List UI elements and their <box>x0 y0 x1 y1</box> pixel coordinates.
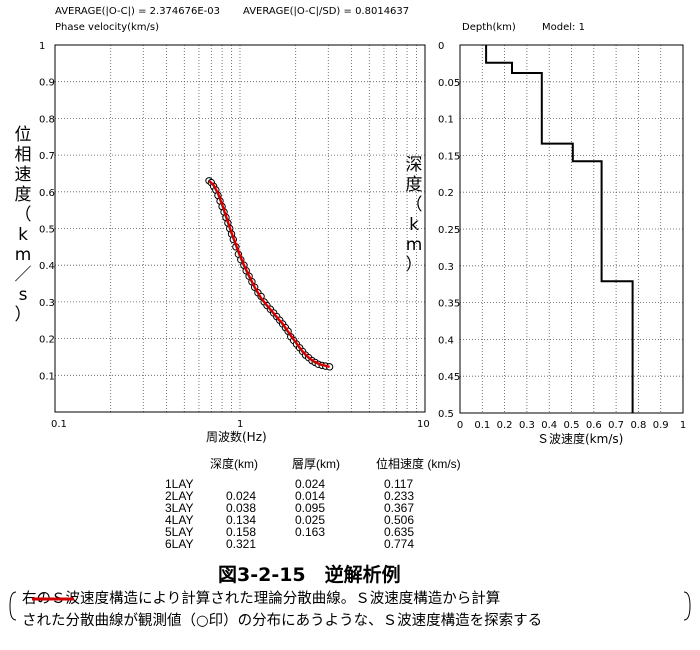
layer-thickness: 0.163 <box>295 525 326 539</box>
left-axis-char: k <box>18 225 28 245</box>
right-axis-char: ） <box>405 255 423 275</box>
caption-right-bracket <box>683 591 691 621</box>
left-x-tick-label: 10 <box>417 419 430 430</box>
layer-name: 3LAY <box>165 501 194 515</box>
caption-line-2: された分散曲線が観測値（○印）の分布にあうような、Ｓ波速度構造を探索する <box>22 613 543 629</box>
right-plot-frame <box>459 44 684 414</box>
left-axis-char: 位 <box>14 125 32 145</box>
right-x-tick-label: 0.4 <box>541 420 557 431</box>
layer-thickness: 0.025 <box>295 513 326 527</box>
left-axis-char: ／ <box>14 265 32 285</box>
right-axis-char: 深 <box>405 155 423 175</box>
model-header: Model: 1 <box>542 22 585 33</box>
vs-profile-line <box>485 45 634 413</box>
right-x-tick-label: 0.3 <box>519 420 535 431</box>
right-y-tick-label: 0.5 <box>438 409 454 420</box>
right-x-tick-label: 0 <box>457 420 463 431</box>
layer-thickness: 0.014 <box>295 489 326 503</box>
depth-header: Depth(km) <box>462 22 516 33</box>
left-axis-char: （ <box>14 205 32 225</box>
left-y-tick-label: 0.3 <box>39 298 55 309</box>
right-x-tick-label: 1 <box>680 420 686 431</box>
layer-thickness: 0.024 <box>295 477 326 491</box>
layer-velocity: 0.506 <box>384 513 415 527</box>
caption-line-1: 右のＳ波速度構造により計算された理論分散曲線。Ｓ波速度構造から計算 <box>22 591 501 607</box>
layer-name: 4LAY <box>165 513 194 527</box>
right-axis-char: m <box>405 235 423 255</box>
left-axis-label: 位 相 速 度 （ k m ／ s ） <box>12 125 36 325</box>
layer-velocity: 0.635 <box>384 525 415 539</box>
left-y-tick-label: 0.9 <box>39 78 55 89</box>
theoretical-dispersion-curve <box>208 179 330 369</box>
layer-velocity: 0.117 <box>384 477 414 491</box>
left-x-axis-label: 周波数(Hz) <box>206 430 267 444</box>
right-x-tick-label: 0.5 <box>564 420 580 431</box>
left-axis-char: 相 <box>14 145 32 165</box>
layer-depth: 0.321 <box>226 537 257 551</box>
right-y-tick-label: 0.25 <box>438 225 460 236</box>
avg-normalized-error: AVERAGE(|O-C|/SD) = 0.8014637 <box>243 6 410 17</box>
right-x-tick-label: 0.6 <box>586 420 602 431</box>
left-y-tick-label: 0.5 <box>39 225 55 236</box>
layer-depth: 0.158 <box>226 525 257 539</box>
left-axis-char: s <box>18 285 28 305</box>
layer-name: 1LAY <box>165 477 194 491</box>
left-y-tick-label: 0.6 <box>39 188 55 199</box>
left-axis-char: 速 <box>14 165 32 185</box>
phase-velocity-header: Phase velocity(km/s) <box>55 22 160 33</box>
right-y-tick-label: 0.4 <box>438 335 454 346</box>
chart-area: 10.90.80.70.60.50.40.30.20.10.1 1 1000.050… <box>39 41 686 431</box>
right-y-tick-label: 0.3 <box>438 262 454 273</box>
right-x-axis-label: Ｓ波速度(km/s) <box>537 432 624 446</box>
table-header-depth: 深度(km) <box>210 457 258 471</box>
right-x-tick-label: 0.8 <box>630 420 646 431</box>
right-x-tick-label: 0.9 <box>653 420 669 431</box>
figure-title: 図3-2-15 逆解析例 <box>218 564 401 586</box>
layer-velocity: 0.774 <box>384 537 415 551</box>
right-y-tick-label: 0.35 <box>438 299 460 310</box>
left-axis-char: ） <box>14 305 32 325</box>
left-y-tick-label: 1 <box>39 41 45 52</box>
layer-depth: 0.134 <box>226 513 257 527</box>
layer-velocity: 0.367 <box>384 501 415 515</box>
layer-depth: 0.038 <box>226 501 257 515</box>
right-y-tick-label: 0.15 <box>438 151 460 162</box>
left-x-tick-label: 0.1 <box>51 419 67 430</box>
table-header-velocity: 位相速度 (km/s) <box>376 457 461 471</box>
right-axis-label: 深 度 （ k m ） <box>403 155 427 275</box>
right-axis-char: k <box>409 215 419 235</box>
right-x-tick-label: 0.1 <box>474 420 490 431</box>
left-y-tick-label: 0.2 <box>39 335 55 346</box>
left-y-tick-label: 0.1 <box>39 371 55 382</box>
right-y-tick-label: 0.45 <box>438 372 460 383</box>
table-header-thickness: 層厚(km) <box>292 457 340 471</box>
layer-table: 深度(km) 層厚(km) 位相速度 (km/s) 1LAY 0.024 0.117… <box>0 457 700 551</box>
left-axis-char: 度 <box>14 185 32 205</box>
right-y-tick-label: 0 <box>438 41 444 52</box>
left-y-tick-label: 0.7 <box>39 151 55 162</box>
caption-left-bracket <box>9 591 17 621</box>
left-plot-frame <box>54 44 426 413</box>
layer-name: 6LAY <box>165 537 194 551</box>
right-axis-char: （ <box>405 195 423 215</box>
layer-velocity: 0.233 <box>384 489 415 503</box>
left-y-tick-label: 0.8 <box>39 114 55 125</box>
right-y-tick-label: 0.2 <box>438 188 454 199</box>
right-x-tick-label: 0.7 <box>608 420 624 431</box>
avg-abs-error: AVERAGE(|O-C|) = 2.374676E-03 <box>55 6 221 17</box>
layer-name: 5LAY <box>165 525 194 539</box>
layer-name: 2LAY <box>165 489 194 503</box>
left-x-tick-label: 1 <box>237 419 243 430</box>
layer-depth: 0.024 <box>226 489 257 503</box>
right-y-tick-label: 0.05 <box>438 78 460 89</box>
right-x-tick-label: 0.2 <box>497 420 513 431</box>
left-y-tick-label: 0.4 <box>39 261 55 272</box>
left-axis-char: m <box>14 245 32 265</box>
layer-thickness: 0.095 <box>295 501 326 515</box>
right-y-tick-label: 0.1 <box>438 115 454 126</box>
right-axis-char: 度 <box>405 175 423 195</box>
